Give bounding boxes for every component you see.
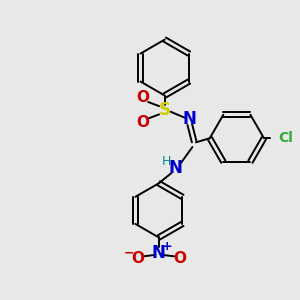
Text: −: −	[124, 247, 135, 260]
Text: O: O	[131, 251, 144, 266]
Text: S: S	[159, 101, 171, 119]
Text: N: N	[183, 110, 197, 128]
Text: H: H	[161, 155, 171, 168]
Text: O: O	[136, 90, 149, 105]
Text: N: N	[168, 159, 182, 177]
Text: O: O	[136, 115, 149, 130]
Text: Cl: Cl	[279, 131, 293, 145]
Text: O: O	[173, 251, 187, 266]
Text: +: +	[162, 240, 172, 253]
Text: N: N	[152, 244, 166, 262]
